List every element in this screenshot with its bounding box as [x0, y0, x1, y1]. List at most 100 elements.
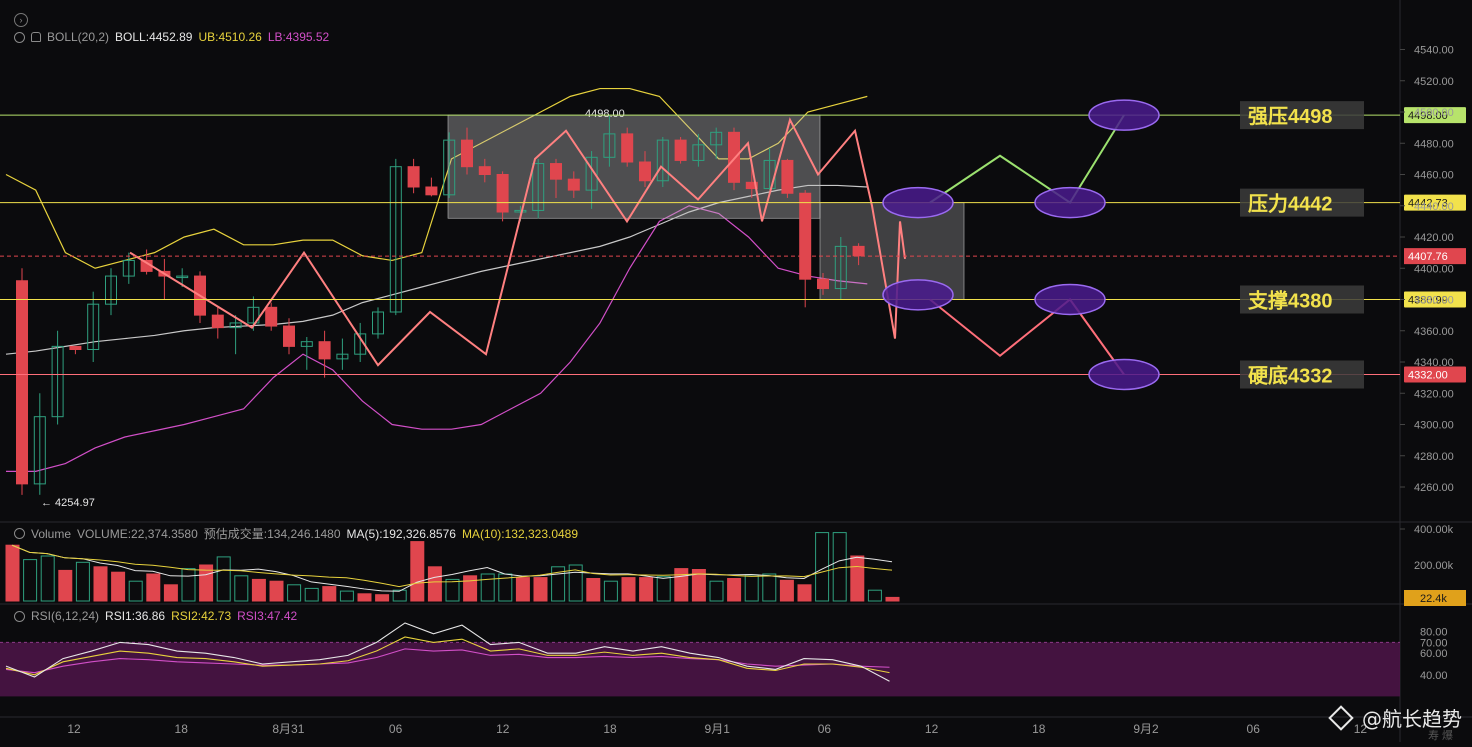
price-tick-label: 4280.00 [1414, 451, 1454, 463]
current-price-tag: 4407.76 [1408, 251, 1448, 263]
candle [16, 268, 28, 495]
candle-body [122, 259, 135, 277]
time-tick-label: 9月1 [705, 722, 731, 736]
candle [656, 137, 669, 187]
price-tick-label: 4400.00 [1414, 263, 1454, 275]
volume-tick-label: 400.00k [1414, 524, 1454, 536]
candle-body [496, 174, 509, 213]
volume-bar [779, 579, 794, 602]
candle-body [336, 353, 349, 360]
price-tick-label: 4480.00 [1414, 138, 1454, 150]
current-price-tag-bg [1404, 248, 1466, 265]
volume-bar [867, 589, 882, 602]
boll-name: BOLL(20,2) [47, 30, 110, 44]
rsi-band [0, 642, 1400, 697]
level-label: 压力4442 [1248, 193, 1333, 216]
candle [425, 177, 438, 197]
volume-bar [797, 584, 812, 602]
zigzag-drawing [129, 117, 906, 367]
candle [834, 237, 847, 300]
projection-drawing [882, 99, 1160, 391]
volume-bar [815, 532, 830, 602]
time-tick-label: 18 [1032, 722, 1046, 736]
volume-bar [163, 584, 178, 602]
candle [122, 252, 135, 284]
boll-legend: BOLL(20,2) BOLL:4452.89 UB:4510.26 LB:43… [14, 30, 329, 44]
price-tag-bg [1404, 107, 1466, 124]
visibility-icon[interactable] [14, 610, 25, 622]
candle-body [603, 133, 616, 158]
rsi-tick-label: 70.00 [1420, 637, 1448, 649]
footer-glyphs: 寿 爆 [1428, 728, 1453, 742]
volume-bar [23, 559, 38, 602]
volume-bar [463, 575, 478, 602]
volume-estimate: 预估成交量:134,246.1480 [203, 527, 341, 541]
volume-bar [128, 580, 143, 602]
price-tick-label: 4300.00 [1414, 420, 1454, 432]
level-label-bg [1240, 188, 1364, 217]
time-tick-label: 18 [603, 722, 617, 736]
candle-body [389, 166, 402, 313]
boll-lb-value: LB:4395.52 [267, 30, 330, 44]
time-tick-label: 12 [496, 722, 510, 736]
candlesticks[interactable]: 4498.00 ← 4254.97 [16, 108, 865, 509]
visibility-icon[interactable] [14, 31, 25, 43]
candle [532, 158, 545, 219]
projection-down-line [929, 298, 1125, 376]
alert-bell-icon[interactable] [31, 32, 41, 42]
volume-bar [709, 580, 724, 602]
candle [229, 315, 242, 355]
volume-bar [146, 573, 161, 602]
candle-body [265, 306, 278, 327]
candle-body [567, 178, 580, 191]
candle [336, 338, 349, 370]
candle-body [550, 163, 562, 180]
candle [283, 318, 295, 355]
volume-bar [691, 569, 706, 602]
candle-body [639, 161, 651, 182]
candle [87, 291, 100, 362]
volume-bar [269, 580, 284, 602]
volume-bar [392, 589, 407, 602]
time-tick-label: 06 [818, 722, 832, 736]
candle-body [283, 325, 295, 347]
price-tick-label: 4500.00 [1414, 107, 1454, 119]
brand-diamond-icon [1328, 704, 1354, 731]
rsi-tick-label: 80.00 [1420, 627, 1448, 639]
candle-body [852, 245, 865, 257]
candle [692, 133, 705, 167]
price-tag: 4332.00 [1408, 370, 1448, 382]
volume-bar [850, 555, 865, 602]
rsi2-line [5, 636, 890, 676]
level-label-bg [1240, 101, 1364, 130]
chevron-icon[interactable]: › [14, 13, 28, 27]
candle [33, 393, 46, 495]
price-tick-label: 4520.00 [1414, 76, 1454, 88]
time-tick-label: 18 [175, 722, 189, 736]
rsi-tick-label: 40.00 [1420, 670, 1448, 682]
volume-bar [181, 568, 196, 602]
candle [265, 302, 278, 331]
range-box [819, 202, 965, 300]
volume-bar [533, 577, 548, 602]
candle-body [781, 159, 794, 194]
level-label: 硬底4332 [1248, 364, 1333, 388]
visibility-icon[interactable] [14, 528, 25, 539]
candle-body [16, 280, 28, 485]
candle [354, 322, 367, 362]
candle-body [728, 131, 740, 183]
candle [817, 272, 829, 295]
time-tick-label: 8月31 [272, 722, 304, 736]
candle [710, 127, 723, 159]
volume-bar [727, 578, 742, 602]
axes: 4540.00 4520.00 4500.00 4480.00 4460.00 4440.… [67, 45, 1453, 737]
candle-body [621, 133, 634, 163]
target-ellipse [882, 186, 954, 219]
target-ellipse [1034, 283, 1106, 316]
price-tick-label: 4340.00 [1414, 357, 1454, 369]
price-tag-bg [1404, 194, 1466, 211]
rsi2-value: RSI2:42.73 [171, 609, 232, 623]
